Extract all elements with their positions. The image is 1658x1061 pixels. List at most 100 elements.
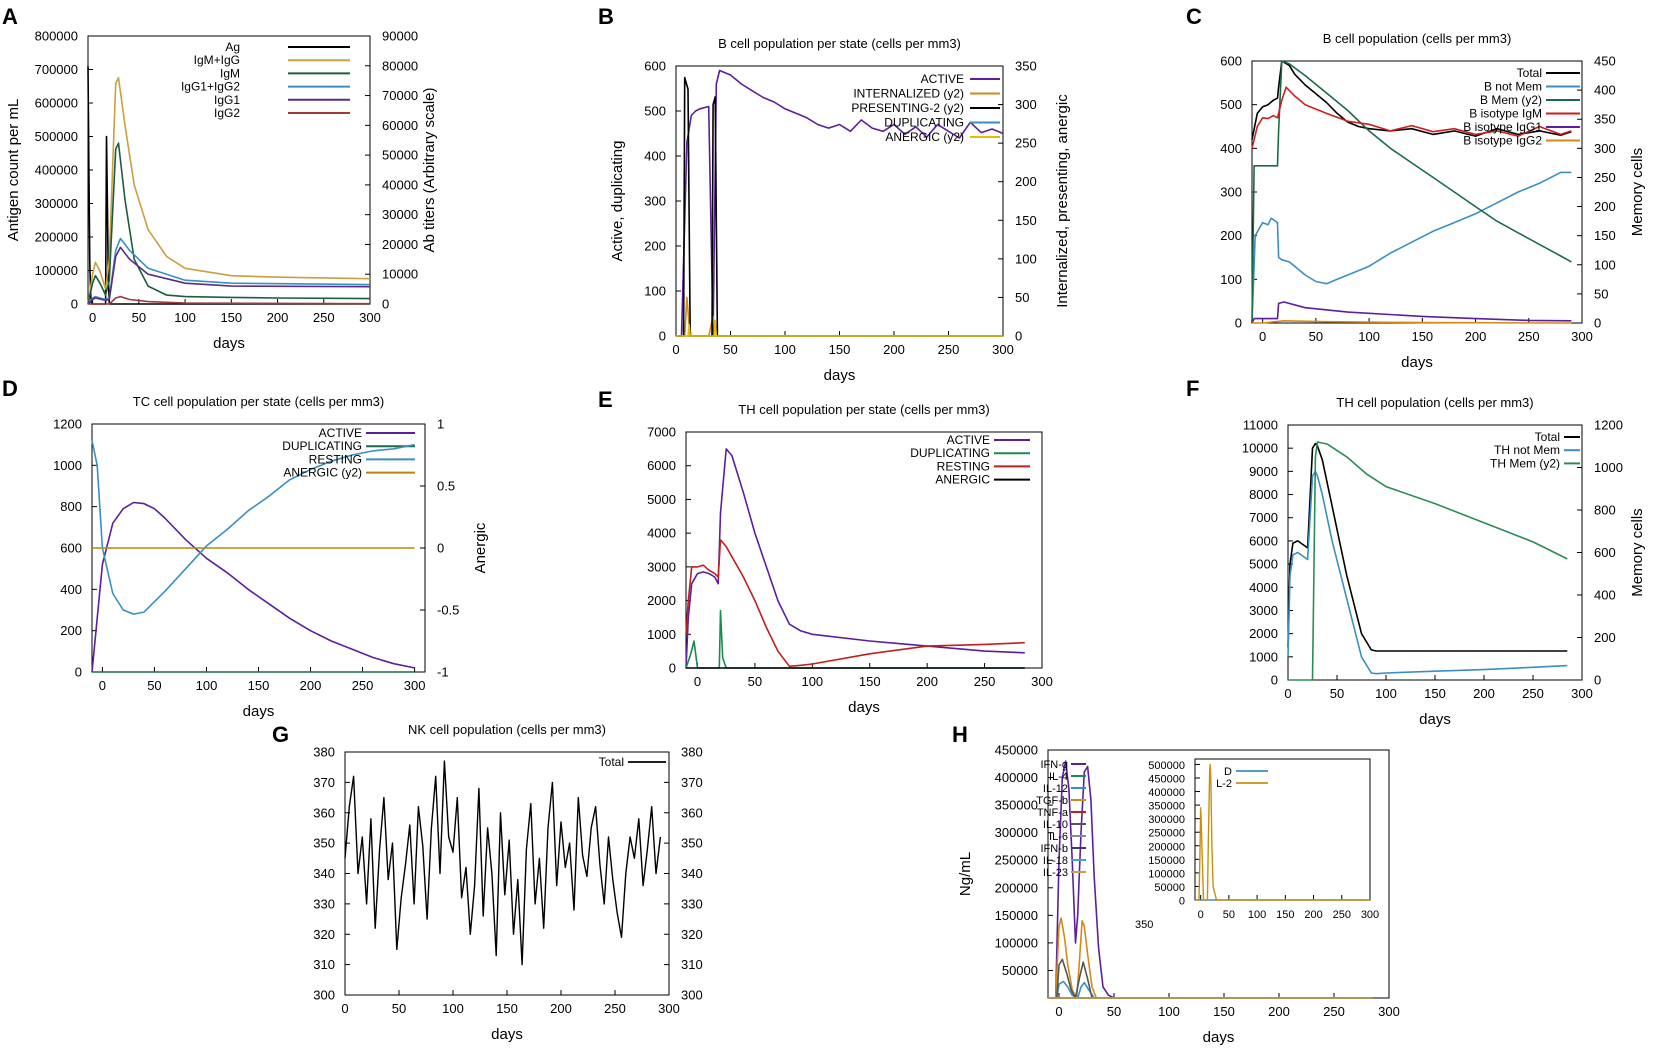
x-tick-label: 50	[132, 310, 146, 325]
series-line-total	[1251, 60, 1572, 140]
legend-label: DUPLICATING	[884, 116, 964, 130]
x-tick-label: 0	[99, 678, 106, 693]
panel-letter: A	[2, 4, 18, 29]
y-tick-label: 400000	[1148, 787, 1185, 799]
y-tick-label: 600	[60, 541, 82, 556]
series-line-anergic-y2-	[676, 319, 1003, 337]
y-tick-label: 9000	[1249, 464, 1278, 479]
y-tick-label: 4000	[647, 526, 676, 541]
y-tick-label: 600000	[35, 96, 78, 111]
x-tick-label: 0	[1284, 686, 1291, 701]
y2-tick-label: 800	[1594, 503, 1616, 518]
legend-label: B Mem (y2)	[1480, 93, 1542, 107]
y2-axis-label: Internalized, presenting, anergic	[1054, 94, 1071, 308]
x-tick-label: 0	[1055, 1004, 1062, 1019]
x-tick-label: 200	[300, 678, 322, 693]
x-tick-label: 50	[147, 678, 161, 693]
chart-g: G NK cell population (cells per mm3) 0 50 10…	[272, 722, 703, 1043]
y-tick-label: 100000	[1148, 868, 1185, 880]
y2-tick-label: 370	[681, 775, 703, 790]
y-tick-label: 0	[669, 661, 676, 676]
chart-f: F TH cell population (cells per mm3) 0 50 10…	[1186, 376, 1646, 728]
y-tick-label: 50000	[1154, 882, 1185, 894]
x-tick-label: 150	[1424, 686, 1446, 701]
x-tick-label: 300	[1571, 329, 1593, 344]
y2-tick-label: 320	[681, 927, 703, 942]
y-tick-label: 250000	[995, 853, 1038, 868]
y-tick-label: 6000	[647, 458, 676, 473]
x-axis-label: days	[848, 699, 880, 716]
x-tick-label: 150	[496, 1001, 518, 1016]
legend-label: IL-23	[1043, 867, 1068, 879]
y2-tick-label: 150	[1015, 213, 1037, 228]
legend-label: Ag	[225, 40, 240, 54]
x-tick-label: 100	[196, 678, 218, 693]
x-tick-label: 0	[341, 1001, 348, 1016]
legend-label: Total	[599, 755, 624, 769]
panel-letter: E	[598, 387, 613, 412]
y-tick-label: 400000	[35, 163, 78, 178]
y-tick-label: 7000	[647, 425, 676, 440]
x-tick-label: 250	[313, 310, 335, 325]
y-tick-label: 340	[313, 866, 335, 881]
x-tick-label: 150	[829, 342, 851, 357]
legend-label: RESTING	[937, 459, 990, 473]
y-tick-label: 150000	[1148, 855, 1185, 867]
series-line-l-2	[1195, 763, 1370, 901]
y-tick-label: 0	[1271, 673, 1278, 688]
y2-tick-label: 60000	[382, 118, 418, 133]
series-line-igm-igg	[87, 76, 371, 305]
chart-d: D TC cell population per state (cells per…	[2, 376, 489, 720]
y2-tick-label: 10000	[382, 267, 418, 282]
y2-tick-label: 50000	[382, 148, 418, 163]
x-tick-label: 250	[352, 678, 374, 693]
y-tick-label: 4000	[1249, 580, 1278, 595]
x-axis-label: days	[491, 1026, 523, 1043]
x-tick-label: 250	[1323, 1004, 1345, 1019]
x-tick-label: 50	[723, 342, 737, 357]
y2-tick-label: 300	[681, 988, 703, 1003]
chart-e: E TH cell population per state (cells per…	[598, 387, 1053, 716]
legend-label: IFN-b	[1041, 843, 1069, 855]
legend-label: IL-10	[1043, 819, 1068, 831]
chart-title: B cell population (cells per mm3)	[1323, 31, 1512, 46]
y2-tick-label: 450	[1594, 54, 1616, 69]
series-line-igg1-igg2	[87, 237, 371, 305]
y-tick-label: 370	[313, 775, 335, 790]
legend-label: IL-4	[1049, 771, 1068, 783]
y-tick-label: 10000	[1242, 441, 1278, 456]
series-line-active	[676, 69, 1004, 337]
x-tick-label: 200	[916, 674, 938, 689]
legend-label: TH not Mem	[1494, 443, 1560, 457]
x-tick-label: 100	[801, 674, 823, 689]
y2-tick-label: 310	[681, 957, 703, 972]
y-tick-label: 3000	[647, 559, 676, 574]
series-line-il-12	[1048, 980, 1373, 999]
y-tick-label: 400	[60, 582, 82, 597]
y-tick-label: 400000	[995, 770, 1038, 785]
y-tick-label: 0	[75, 665, 82, 680]
x-tick-label: 300	[1571, 686, 1593, 701]
panel-letter: G	[272, 722, 289, 747]
legend-label: D	[1224, 766, 1232, 778]
x-tick-label: 0	[89, 310, 96, 325]
legend-label: IgG1+IgG2	[181, 80, 240, 94]
x-tick-label: 100	[1358, 329, 1380, 344]
y2-tick-label: 90000	[382, 29, 418, 44]
y2-tick-label: -1	[437, 665, 449, 680]
y2-axis-label: Memory cells	[1629, 148, 1646, 236]
y2-tick-label: -0.5	[437, 603, 459, 618]
x-tick-label: 0	[672, 342, 679, 357]
x-tick-label: 100	[774, 342, 796, 357]
series-line-igm	[87, 142, 371, 305]
legend-label: ANERGIC (y2)	[885, 130, 964, 144]
y2-tick-label: 0	[1594, 673, 1601, 688]
series-line-b-isotype-igg1	[1251, 301, 1572, 324]
x-tick-label: 300	[1378, 1004, 1400, 1019]
y-tick-label: 1000	[647, 627, 676, 642]
y-tick-label: 1000	[53, 458, 82, 473]
y-tick-label: 450000	[1148, 773, 1185, 785]
series-line-active	[685, 448, 1025, 669]
legend-label: IL-18	[1043, 855, 1068, 867]
panel-letter: B	[598, 4, 614, 29]
